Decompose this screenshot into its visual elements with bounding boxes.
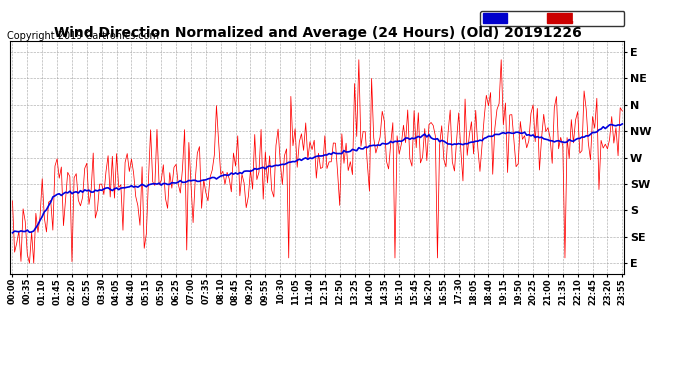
- Text: Copyright 2019 Cartronics.com: Copyright 2019 Cartronics.com: [7, 32, 159, 41]
- Legend: Median, Direction: Median, Direction: [480, 11, 624, 26]
- Title: Wind Direction Normalized and Average (24 Hours) (Old) 20191226: Wind Direction Normalized and Average (2…: [54, 26, 581, 40]
